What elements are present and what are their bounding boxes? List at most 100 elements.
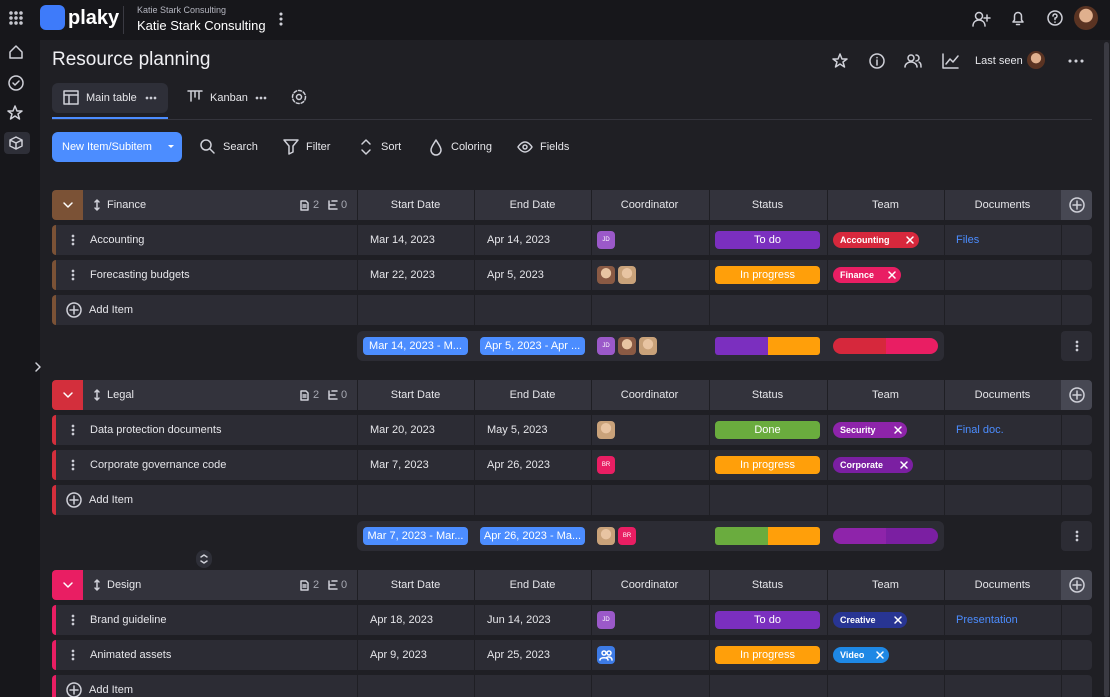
- team-tag[interactable]: [833, 612, 907, 628]
- team-tag-remove[interactable]: [894, 426, 902, 434]
- item-menu[interactable]: [71, 234, 75, 246]
- status-label[interactable]: In progress: [739, 459, 796, 471]
- items-icon[interactable]: [300, 390, 309, 401]
- new-item-caret[interactable]: [168, 145, 176, 149]
- subitems-icon[interactable]: [328, 390, 338, 400]
- start-date[interactable]: Mar 7, 2023: [370, 459, 429, 471]
- end-date[interactable]: Apr 25, 2023: [487, 649, 550, 661]
- toolbar-action[interactable]: Sort: [381, 141, 402, 153]
- new-item-label[interactable]: New Item/Subitem: [62, 141, 152, 153]
- team-tag-label[interactable]: Accounting: [840, 235, 890, 245]
- toolbar-action[interactable]: Coloring: [451, 141, 492, 153]
- item-name[interactable]: Brand guideline: [90, 614, 167, 626]
- toolbar-icon[interactable]: [428, 139, 444, 156]
- group-chevron[interactable]: [63, 202, 73, 208]
- group-chevron[interactable]: [63, 582, 73, 588]
- team-icon[interactable]: [599, 650, 613, 661]
- team-tag[interactable]: [833, 647, 889, 663]
- tab-active[interactable]: [52, 83, 168, 113]
- item-name[interactable]: Forecasting budgets: [90, 269, 190, 281]
- drag-handle[interactable]: [94, 199, 100, 211]
- table-icon[interactable]: [63, 90, 79, 106]
- team-tag[interactable]: [833, 422, 907, 438]
- add-column-icon[interactable]: [1069, 387, 1085, 403]
- favorite-icon[interactable]: [832, 53, 848, 69]
- add-item-label[interactable]: Add Item: [89, 684, 134, 696]
- drag-handle[interactable]: [94, 579, 100, 591]
- status[interactable]: [715, 266, 820, 284]
- start-date[interactable]: Apr 9, 2023: [370, 649, 427, 661]
- team-tag-remove[interactable]: [894, 616, 902, 624]
- tab-label[interactable]: Main table: [86, 92, 137, 104]
- items-icon[interactable]: [300, 200, 309, 211]
- status-label[interactable]: In progress: [739, 269, 796, 281]
- group-name[interactable]: Legal: [107, 389, 134, 401]
- start-date[interactable]: Mar 20, 2023: [370, 424, 435, 436]
- item-menu[interactable]: [71, 424, 75, 436]
- item-name[interactable]: Corporate governance code: [90, 459, 227, 471]
- group-name[interactable]: Finance: [107, 199, 147, 211]
- add-column-icon[interactable]: [1069, 197, 1085, 213]
- status-label[interactable]: In progress: [739, 649, 796, 661]
- team-tag-remove[interactable]: [900, 461, 908, 469]
- status-label[interactable]: To do: [754, 614, 781, 626]
- invite-icon[interactable]: [972, 11, 991, 27]
- team-tag-remove[interactable]: [906, 236, 914, 244]
- add-item-icon[interactable]: [66, 492, 82, 508]
- toolbar-icon[interactable]: [283, 139, 299, 155]
- group-toggle[interactable]: [52, 570, 83, 600]
- summary-menu[interactable]: [1075, 530, 1079, 542]
- subitems-icon[interactable]: [328, 200, 338, 210]
- team-tag[interactable]: [833, 267, 901, 283]
- team-tag-label[interactable]: Corporate: [840, 460, 884, 470]
- status[interactable]: [715, 421, 820, 439]
- expand-sidebar[interactable]: [34, 362, 42, 372]
- team-tag-remove[interactable]: [888, 271, 896, 279]
- activity-icon[interactable]: [942, 53, 959, 69]
- toolbar-action[interactable]: Filter: [306, 141, 331, 153]
- group-toggle[interactable]: [52, 380, 83, 410]
- members-icon[interactable]: [904, 53, 922, 69]
- item-name[interactable]: Data protection documents: [90, 424, 222, 436]
- new-item-button[interactable]: [52, 132, 182, 162]
- subitems-icon[interactable]: [328, 580, 338, 590]
- tab-menu[interactable]: [145, 96, 158, 100]
- end-date[interactable]: Apr 14, 2023: [487, 234, 550, 246]
- add-item-icon[interactable]: [66, 682, 82, 697]
- document-link[interactable]: Final doc.: [956, 424, 1004, 436]
- kanban-icon[interactable]: [187, 90, 203, 106]
- add-column-icon[interactable]: [1069, 577, 1085, 593]
- item-menu[interactable]: [71, 269, 75, 281]
- document-link[interactable]: Files: [956, 234, 980, 246]
- item-menu[interactable]: [71, 614, 75, 626]
- workspace-menu[interactable]: [279, 12, 284, 28]
- toolbar-icon[interactable]: [517, 139, 533, 155]
- status-label[interactable]: To do: [754, 234, 781, 246]
- items-icon[interactable]: [300, 580, 309, 591]
- item-menu[interactable]: [71, 459, 75, 471]
- end-date[interactable]: Apr 5, 2023: [487, 269, 544, 281]
- start-date[interactable]: Apr 18, 2023: [370, 614, 433, 626]
- document-link[interactable]: Presentation: [956, 614, 1018, 626]
- team-tag-label[interactable]: Finance: [840, 270, 875, 280]
- summary-menu[interactable]: [1075, 340, 1079, 352]
- add-item-icon[interactable]: [66, 302, 82, 318]
- group-chevron[interactable]: [63, 392, 73, 398]
- team-tag[interactable]: [833, 232, 919, 248]
- toolbar-icon[interactable]: [358, 139, 374, 155]
- tab-menu[interactable]: [255, 96, 268, 100]
- group-name[interactable]: Design: [107, 579, 142, 591]
- team-tag-label[interactable]: Security: [840, 425, 876, 435]
- end-date[interactable]: Apr 26, 2023: [487, 459, 550, 471]
- status[interactable]: [715, 646, 820, 664]
- info-icon[interactable]: [869, 53, 885, 69]
- item-name[interactable]: Accounting: [90, 234, 145, 246]
- toolbar-action[interactable]: Search: [223, 141, 258, 153]
- add-item-label[interactable]: Add Item: [89, 494, 134, 506]
- workspace-name[interactable]: Katie Stark Consulting: [137, 18, 266, 33]
- status-label[interactable]: Done: [754, 424, 781, 436]
- drag-handle[interactable]: [94, 389, 100, 401]
- end-date[interactable]: May 5, 2023: [487, 424, 548, 436]
- add-item-label[interactable]: Add Item: [89, 304, 134, 316]
- collapse-icon[interactable]: [200, 554, 208, 564]
